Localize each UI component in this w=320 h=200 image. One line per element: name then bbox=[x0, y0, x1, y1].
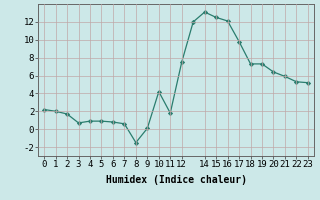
X-axis label: Humidex (Indice chaleur): Humidex (Indice chaleur) bbox=[106, 175, 246, 185]
